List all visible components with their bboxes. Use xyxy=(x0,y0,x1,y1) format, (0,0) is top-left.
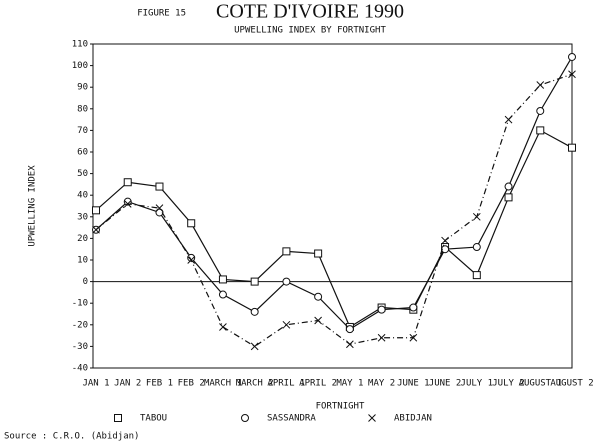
y-tick-label: -30 xyxy=(72,342,88,352)
marker-circle xyxy=(314,292,323,301)
marker-square xyxy=(314,249,323,258)
marker-circle xyxy=(345,325,354,334)
x-tick-label: JAN 2 xyxy=(114,379,141,389)
marker-x xyxy=(187,256,196,264)
marker-circle xyxy=(218,290,227,299)
x-tick-label: FEB 1 xyxy=(146,379,173,389)
marker-x xyxy=(314,316,322,325)
marker-circle xyxy=(282,277,291,286)
figure-label: FIGURE 15 xyxy=(137,9,186,19)
marker-square xyxy=(536,126,545,135)
marker-x xyxy=(155,204,164,213)
x-tick-label: JUNE 2 xyxy=(429,379,462,389)
legend-marker xyxy=(241,414,249,422)
marker-x xyxy=(409,333,418,342)
x-axis-label: FORTNIGHT xyxy=(316,402,365,412)
y-tick-label: 100 xyxy=(72,61,88,71)
marker-square xyxy=(92,206,100,215)
y-tick-label: -20 xyxy=(72,320,88,330)
source-note: Source : C.R.O. (Abidjan) xyxy=(4,432,139,442)
chart-title: COTE D'IVOIRE 1990 xyxy=(216,1,404,23)
marker-square xyxy=(123,178,132,187)
marker-circle xyxy=(568,52,576,61)
marker-x xyxy=(504,115,513,124)
legend-marker xyxy=(368,414,376,422)
marker-circle xyxy=(377,305,386,314)
marker-circle xyxy=(504,182,513,191)
x-tick-label: JULY 2 xyxy=(492,379,525,389)
y-tick-label: 80 xyxy=(77,104,88,114)
series-line xyxy=(95,56,573,330)
marker-x xyxy=(377,333,386,342)
marker-x xyxy=(219,323,227,331)
marker-circle xyxy=(155,208,164,217)
x-tick-label: AUGUST 2 xyxy=(550,379,593,389)
x-tick-label: MAY 1 xyxy=(336,379,363,389)
marker-x xyxy=(250,342,259,351)
y-tick-label: 40 xyxy=(77,191,88,201)
legend-marker xyxy=(114,414,122,422)
legend-label: TABOU xyxy=(140,414,167,424)
x-tick-label: MARCH 2 xyxy=(236,379,274,389)
y-tick-label: 50 xyxy=(77,169,88,179)
series-line xyxy=(95,129,573,328)
marker-circle xyxy=(123,197,132,206)
y-tick-label: 30 xyxy=(77,212,88,222)
marker-square xyxy=(568,143,576,152)
y-tick-label: 110 xyxy=(72,40,88,50)
marker-circle xyxy=(250,307,259,316)
y-tick-label: -10 xyxy=(72,299,88,309)
legend-label: ABIDJAN xyxy=(394,414,432,424)
marker-x xyxy=(92,225,100,234)
y-tick-label: 0 xyxy=(83,277,88,287)
marker-square xyxy=(472,271,481,280)
marker-circle xyxy=(409,303,418,312)
marker-square xyxy=(250,277,259,286)
marker-circle xyxy=(536,106,545,115)
x-tick-label: APRIL 1 xyxy=(267,379,305,389)
marker-x xyxy=(568,70,576,79)
y-tick-label: 20 xyxy=(77,234,88,244)
y-tick-label: 10 xyxy=(77,256,88,266)
x-tick-label: MARCH 1 xyxy=(204,379,242,389)
x-tick-label: APRIL 2 xyxy=(299,379,337,389)
marker-x xyxy=(536,81,545,89)
series-line xyxy=(95,73,573,348)
y-tick-label: 90 xyxy=(77,83,88,93)
y-tick-label: 60 xyxy=(77,148,88,158)
legend-label: SASSANDRA xyxy=(267,414,316,424)
x-tick-label: AUGUST 1 xyxy=(519,379,562,389)
x-tick-label: JUNE 1 xyxy=(397,379,430,389)
marker-x xyxy=(472,212,481,221)
marker-square xyxy=(187,219,196,228)
marker-x xyxy=(123,199,132,208)
marker-square xyxy=(218,275,227,284)
y-tick-label: -40 xyxy=(72,364,88,374)
marker-square xyxy=(155,182,164,191)
marker-x xyxy=(282,320,291,329)
marker-x xyxy=(346,340,354,349)
marker-square xyxy=(282,247,291,256)
marker-circle xyxy=(472,243,481,252)
marker-circle xyxy=(441,245,450,254)
plot-frame xyxy=(92,43,573,369)
y-tick-label: 70 xyxy=(77,126,88,136)
marker-x xyxy=(441,236,449,245)
chart-subtitle: UPWELLING INDEX BY FORTNIGHT xyxy=(234,26,386,36)
x-tick-label: MAY 2 xyxy=(368,379,395,389)
y-axis-label: UPWELLING INDEX xyxy=(28,165,38,247)
x-tick-label: JAN 1 xyxy=(82,379,109,389)
marker-square xyxy=(504,193,513,202)
x-tick-label: JULY 1 xyxy=(461,379,494,389)
x-tick-label: FEB 2 xyxy=(178,379,205,389)
